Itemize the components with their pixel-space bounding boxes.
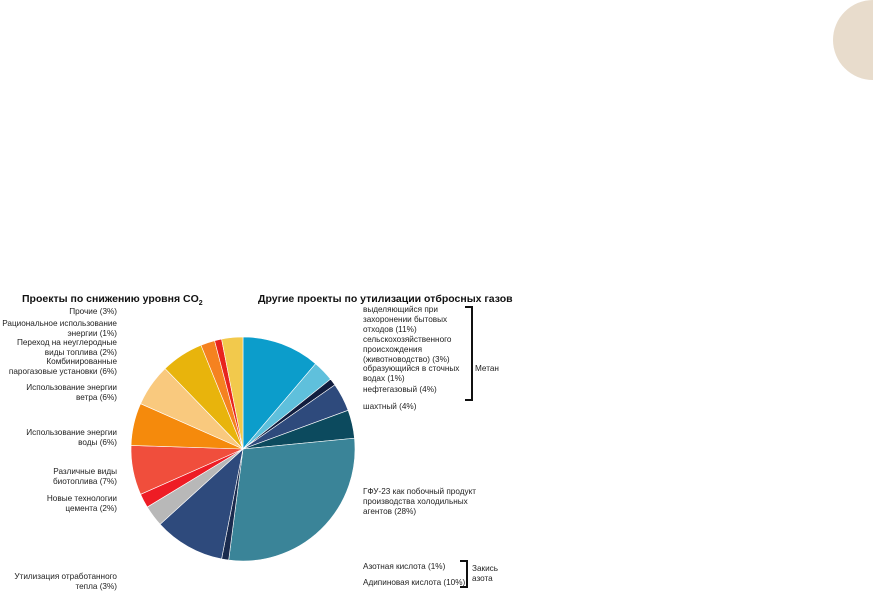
- right-chart-title: Другие проекты по утилизации отбросных г…: [258, 293, 513, 305]
- label-nitric-acid: Азотная кислота (1%): [363, 562, 446, 571]
- label-energy-efficiency: Рациональное использование энергии (1%): [2, 319, 117, 338]
- methane-group-label: Метан: [475, 364, 499, 373]
- pie-slice: [228, 437, 356, 562]
- label-adipic-acid: Адипиновая кислота (10%): [363, 578, 466, 587]
- label-wind: Использование энергии ветра (6%): [26, 383, 117, 402]
- pie-slice: [159, 448, 244, 560]
- label-waste-heat: Утилизация отработанного тепла (3%): [14, 572, 117, 591]
- label-fuel-switch: Переход на неуглеродные виды топлива (2%): [16, 338, 117, 357]
- left-title-text: Проекты по снижению уровня CO: [22, 293, 199, 305]
- label-hfc23: ГФУ-23 как побочный продукт производства …: [363, 487, 476, 516]
- methane-bracket: [465, 306, 473, 401]
- label-mine: шахтный (4%): [363, 402, 417, 411]
- pie-slice: [221, 336, 244, 450]
- label-water: Использование энергии воды (6%): [26, 428, 117, 447]
- nitrous-group-label: Закись азота: [472, 564, 499, 583]
- label-landfill: выделяющийся при захоронении бытовых отход…: [363, 305, 448, 334]
- pie-slice: [242, 336, 317, 450]
- label-cement: Новые технологии цемента (2%): [46, 494, 117, 513]
- label-biofuel: Различные виды биотоплива (7%): [52, 467, 117, 486]
- label-agriculture: сельскохозяйственного происхождения (живот…: [363, 335, 452, 364]
- nitrous-bracket: [460, 560, 468, 588]
- label-wastewater: образующийся в сточных водах (1%): [363, 364, 460, 383]
- label-prochie: Прочие (3%): [69, 307, 117, 316]
- label-oil-gas: нефтегазовый (4%): [363, 385, 437, 394]
- left-title-subscript: 2: [198, 300, 203, 308]
- label-combined-cycle: Комбинированные парогазовые установки (6%…: [8, 357, 117, 376]
- left-chart-title: Проекты по снижению уровня CO2: [22, 293, 203, 307]
